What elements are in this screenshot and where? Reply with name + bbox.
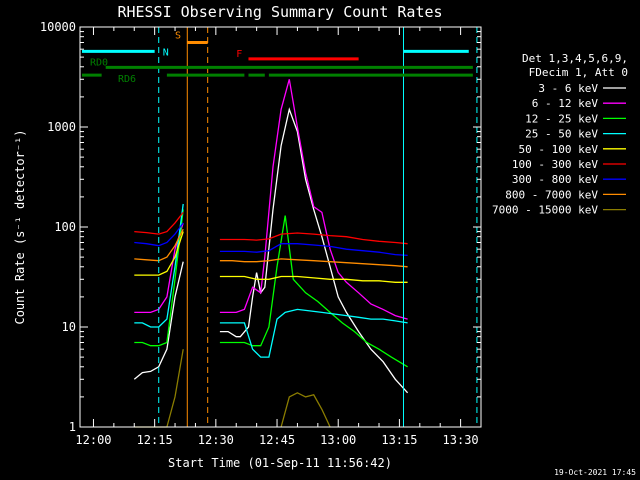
legend-header-0: Det 1,3,4,5,6,9, [522,52,628,65]
series-line-7-1 [219,258,408,268]
series-line-1-1 [219,79,408,320]
legend-label-2: 12 - 25 keV [525,112,598,125]
flag-label-n: N [163,47,169,58]
legend-label-7: 800 - 7000 keV [505,188,598,201]
legend-label-0: 3 - 6 keV [538,82,598,95]
x-tick-label-1: 12:15 [137,433,173,447]
x-tick-label-4: 13:00 [320,433,356,447]
y-tick-label-4: 10000 [40,20,76,34]
series-line-3-1 [219,308,408,358]
x-axis-label: Start Time (01-Sep-11 11:56:42) [168,456,392,470]
x-tick-label-6: 13:30 [443,433,479,447]
timestamp: 19-Oct-2021 17:45 [554,468,636,477]
series-layer [133,79,409,428]
legend-label-6: 300 - 800 keV [512,173,598,186]
legend-label-3: 25 - 50 keV [525,128,598,141]
flag-label-rd6: RD6 [118,74,136,85]
series-line-0-1 [219,107,409,394]
series-line-4-0 [134,231,184,276]
x-tick-label-0: 12:00 [75,433,111,447]
flag-label-f: F [236,49,242,60]
axis-layer: 12:00 12:15 12:30 12:45 13:00 13:15 13:30 1 10 10… [40,20,482,447]
series-line-5-1 [219,232,408,245]
series-line-7-0 [134,228,184,262]
legend: Det 1,3,4,5,6,9,FDecim 1, Att 0 3 - 6 keV… [492,52,628,217]
series-line-2-0 [134,209,184,347]
legend-label-1: 6 - 12 keV [532,97,599,110]
series-line-6-1 [219,243,408,257]
legend-label-8: 7000 - 15000 keV [492,204,598,217]
y-axis-label: Count Rate (s⁻¹ detector⁻¹) [13,129,27,324]
y-tick-label-1: 10 [62,320,76,334]
series-line-8-1 [280,392,331,428]
legend-label-5: 100 - 300 keV [512,158,598,171]
series-line-0-0 [133,261,184,380]
y-tick-label-3: 1000 [47,120,76,134]
series-line-6-0 [134,222,184,247]
x-tick-label-5: 13:15 [381,433,417,447]
series-line-2-1 [219,215,408,368]
series-line-4-1 [219,275,408,283]
chart-title: RHESSI Observing Summary Count Rates [117,3,442,21]
x-tick-label-3: 12:45 [259,433,295,447]
legend-header-1: FDecim 1, Att 0 [529,66,628,79]
y-tick-label-0: 1 [69,420,76,434]
x-tick-label-2: 12:30 [198,433,234,447]
series-line-5-0 [134,211,184,235]
legend-label-4: 50 - 100 keV [519,143,599,156]
y-tick-label-2: 100 [54,220,76,234]
flag-label-rd0: RD0 [90,57,108,68]
flag-label-s: S [175,30,181,41]
